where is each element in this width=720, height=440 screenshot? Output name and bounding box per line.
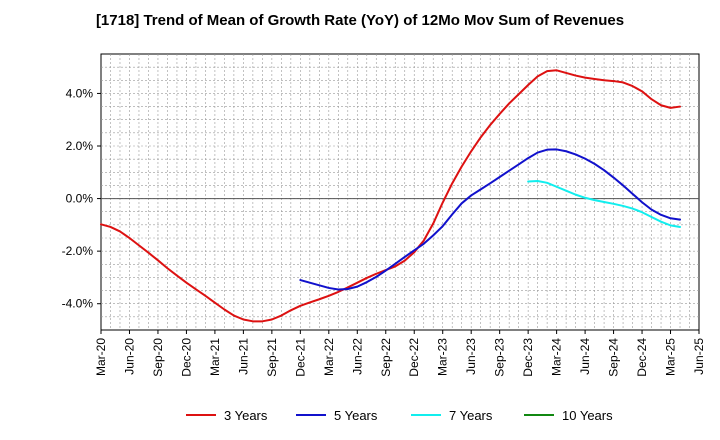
x-tick-label: Mar-21 [208, 338, 222, 376]
y-tick-label: 0.0% [66, 192, 94, 206]
chart-title: [1718] Trend of Mean of Growth Rate (YoY… [95, 12, 625, 29]
x-tick-label: Mar-24 [550, 338, 564, 376]
x-tick-label: Sep-21 [265, 338, 279, 377]
x-tick-label: Sep-20 [151, 338, 165, 377]
axes: -4.0% -2.0% 0.0% 2.0% 4.0% Mar-20 Jun-20 Sep-20… [62, 86, 706, 376]
y-tick-label: 2.0% [66, 139, 94, 153]
x-tick-label: Jun-23 [464, 338, 478, 375]
series-line-5-years [299, 148, 682, 291]
x-tick-label: Jun-25 [692, 338, 706, 375]
legend-label-5-years: 5 Years [334, 408, 378, 423]
x-tick-label: Dec-21 [293, 338, 307, 377]
legend-label-3-years: 3 Years [224, 408, 268, 423]
series-lines [100, 69, 682, 323]
series-line-7-years [527, 179, 682, 228]
legend-label-7-years: 7 Years [449, 408, 493, 423]
legend-label-10-years: 10 Years [562, 408, 613, 423]
x-tick-label: Dec-23 [521, 338, 535, 377]
grid-lines [101, 54, 699, 330]
x-tick-label: Sep-22 [379, 338, 393, 377]
x-tick-label: Mar-25 [664, 338, 678, 376]
x-tick-label: Sep-24 [607, 338, 621, 377]
x-tick-label: Dec-20 [179, 338, 193, 377]
x-tick-label: Jun-24 [578, 338, 592, 375]
x-tick-label: Jun-20 [122, 338, 136, 375]
x-tick-label: Dec-24 [635, 338, 649, 377]
x-tick-label: Jun-22 [350, 338, 364, 375]
x-tick-label: Mar-20 [94, 338, 108, 376]
y-tick-label: 4.0% [66, 86, 94, 100]
plot-area [100, 53, 700, 331]
legend: 3 Years 5 Years 7 Years 10 Years [186, 408, 613, 423]
x-tick-label: Jun-21 [236, 338, 250, 375]
y-tick-label: -4.0% [62, 297, 94, 311]
x-tick-label: Dec-22 [407, 338, 421, 377]
x-tick-label: Mar-23 [436, 338, 450, 376]
y-tick-label: -2.0% [62, 244, 94, 258]
x-tick-label: Mar-22 [322, 338, 336, 376]
x-tick-label: Sep-23 [493, 338, 507, 377]
